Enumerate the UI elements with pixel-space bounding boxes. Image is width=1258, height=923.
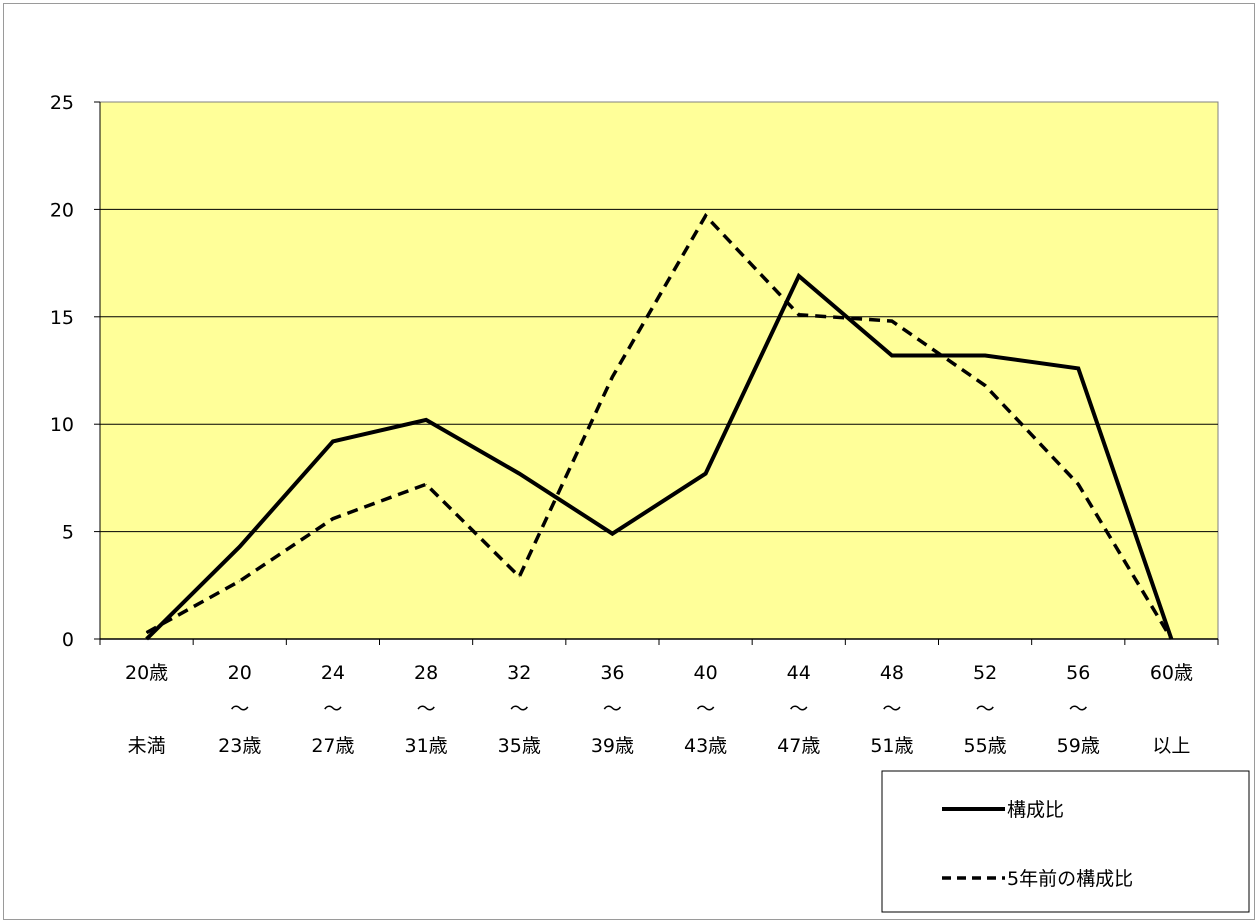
x-tick-label-line2: ～ [1069,698,1088,720]
x-tick-label-line2: ～ [882,698,901,720]
x-category-label: 24 ～ 27歳 [311,662,354,757]
data-point [705,473,707,475]
data-point [518,473,520,475]
data-point [984,385,986,387]
data-point [891,354,893,356]
x-tick-label-line2: ～ [510,698,529,720]
data-point [798,275,800,277]
x-tick-label-line1: 20歳 [125,662,168,684]
y-tick-label: 5 [62,522,74,544]
x-tick-label-line1: 60歳 [1150,662,1193,684]
x-tick-label-line3: 55歳 [963,735,1006,757]
x-category-label: 28 ～ 31歳 [404,662,447,757]
x-tick-label-line3: 以上 [1152,735,1190,757]
y-tick-label: 10 [50,414,74,436]
x-category-label: 52 ～ 55歳 [963,662,1006,757]
x-tick-label-line3: 51歳 [870,735,913,757]
data-point [332,440,334,442]
x-tick-label-line1: 44 [787,662,811,684]
x-tick-label-line3: 43歳 [684,735,727,757]
data-point [611,376,613,378]
x-tick-label-line1: 48 [880,662,904,684]
x-category-label: 40 ～ 43歳 [684,662,727,757]
x-tick-label-line1: 40 [693,662,717,684]
x-tick-label-line2: ～ [696,698,715,720]
x-tick-label-line2: ～ [603,698,622,720]
series-line-1 [145,272,1174,641]
x-tick-label-line2: ～ [976,698,995,720]
data-point [891,320,893,322]
x-tick-label-line3: 23歳 [218,735,261,757]
data-point [239,580,241,582]
legend-label-1: 構成比 [1007,799,1064,821]
x-category-label: 32 ～ 35歳 [498,662,541,757]
legend: 構成比 5年前の構成比 [881,770,1250,913]
x-tick-label-line3: 35歳 [498,735,541,757]
x-tick-label-line2: ～ [323,698,342,720]
data-point [518,576,520,578]
y-tick-label: 25 [50,92,74,114]
data-point [239,546,241,548]
series-line-2 [145,212,1173,640]
x-tick-label-line1: 20 [228,662,252,684]
x-tick-label-line2: ～ [230,698,249,720]
y-tick-label: 0 [62,629,74,651]
x-tick-label-line3: 27歳 [311,735,354,757]
data-point [1077,367,1079,369]
data-point [146,632,148,634]
x-category-label: 36 ～ 39歳 [591,662,634,757]
x-tick-label-line2: ～ [417,698,436,720]
x-tick-label-line3: 39歳 [591,735,634,757]
data-point [611,533,613,535]
data-point [984,354,986,356]
y-tick-label: 15 [50,307,74,329]
x-tick-label-line3: 59歳 [1057,735,1100,757]
x-tick-label-line1: 32 [507,662,531,684]
x-tick-label-line1: 24 [321,662,345,684]
legend-box [881,770,1250,913]
data-point [425,419,427,421]
data-point [798,314,800,316]
x-tick-label-line2: ～ [789,698,808,720]
y-axis: 0 5 10 15 20 25 [50,92,101,651]
data-point [1077,483,1079,485]
x-category-label: 20 ～ 23歳 [218,662,261,757]
x-tick-label-line3: 47歳 [777,735,820,757]
x-category-label: 48 ～ 51歳 [870,662,913,757]
plot-area [99,101,1219,640]
x-category-label: 44 ～ 47歳 [777,662,820,757]
y-tick-label: 20 [50,199,74,221]
x-tick-label-line1: 52 [973,662,997,684]
data-point [1170,638,1172,640]
legend-label-2: 5年前の構成比 [1007,868,1133,890]
x-tick-label-line1: 36 [600,662,624,684]
data-point [705,215,707,217]
data-point [332,518,334,520]
x-tick-label-line3: 31歳 [404,735,447,757]
x-category-label: 56 ～ 59歳 [1057,662,1100,757]
series-lines [145,212,1174,641]
x-tick-label-line1: 28 [414,662,438,684]
x-tick-label-line3: 未満 [128,735,166,757]
data-point [425,483,427,485]
data-point [146,638,148,640]
x-tick-label-line1: 56 [1066,662,1090,684]
plot-background [99,101,1219,640]
